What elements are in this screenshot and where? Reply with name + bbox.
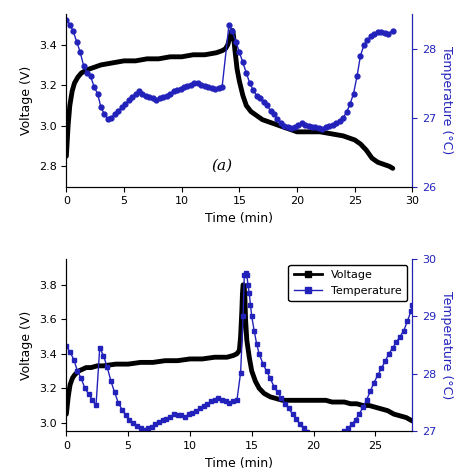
X-axis label: Time (min): Time (min) (205, 212, 273, 225)
X-axis label: Time (min): Time (min) (205, 456, 273, 470)
Y-axis label: Temperature (°C): Temperature (°C) (440, 46, 453, 155)
Legend: Voltage, Temperature: Voltage, Temperature (288, 264, 407, 301)
Y-axis label: Voltage (V): Voltage (V) (20, 66, 33, 135)
Text: (a): (a) (211, 159, 233, 173)
Y-axis label: Temperature (°C): Temperature (°C) (440, 291, 453, 399)
Y-axis label: Voltage (V): Voltage (V) (20, 310, 33, 380)
